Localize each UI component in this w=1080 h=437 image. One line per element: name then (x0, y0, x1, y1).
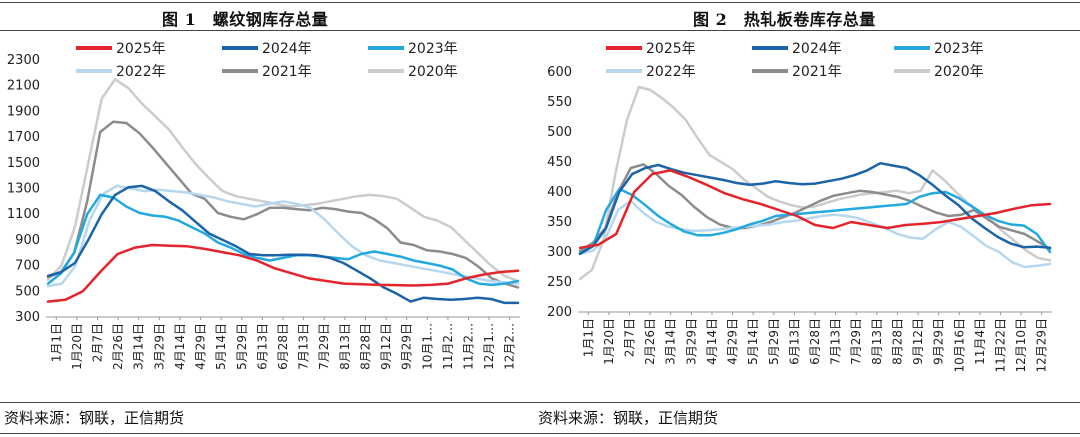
x-tick-label: 10月16日 (952, 318, 966, 373)
chart1-title: 图 1 螺纹钢库存总量 (162, 10, 329, 29)
title-rule (0, 30, 1080, 31)
x-tick-label: 9月29日 (932, 318, 946, 365)
x-tick-label: 12月1… (482, 323, 496, 370)
y-tick-label: 1100 (7, 207, 40, 222)
legend-label: 2020年 (408, 64, 458, 80)
chart1-source: 资料来源：钢联，正信期货 (4, 409, 185, 427)
y-tick-label: 1700 (7, 130, 40, 145)
x-tick-label: 3月14日 (664, 318, 678, 365)
x-tick-label: 12月2… (503, 323, 517, 370)
x-tick-label: 5月29日 (767, 318, 781, 365)
x-tick-label: 8月28日 (890, 318, 904, 365)
y-tick-label: 250 (547, 275, 572, 290)
legend-label: 2024年 (262, 41, 312, 57)
x-tick-label: 11月22日 (993, 318, 1007, 373)
bottom-rule (0, 433, 1080, 434)
x-tick-label: 8月28日 (358, 323, 372, 370)
x-tick-label: 7月29日 (849, 318, 863, 365)
x-tick-label: 3月29日 (684, 318, 698, 365)
y-tick-label: 600 (547, 65, 572, 80)
x-tick-label: 6月13日 (255, 323, 269, 370)
x-tick-label: 4月29日 (194, 323, 208, 370)
legend-label: 2025年 (646, 41, 696, 57)
x-tick-label: 2月7日 (91, 323, 105, 362)
series-line-2024年 (46, 184, 520, 305)
series-line-2023年 (578, 187, 1052, 255)
y-tick-label: 350 (547, 215, 572, 230)
x-tick-label: 3月29日 (152, 323, 166, 370)
legend-label: 2023年 (934, 41, 984, 57)
chart2-hot-rolled-coil-inventory: 200 250 300 350 400 450 500 550 600 1月1日 1月20日 2月7日… (547, 41, 1052, 373)
legend-label: 2022年 (116, 64, 166, 80)
x-tick-label: 2月7日 (623, 318, 637, 357)
x-tick-label: 5月29日 (235, 323, 249, 370)
x-tick-label: 2月26日 (111, 323, 125, 370)
x-tick-label: 11月2… (461, 323, 475, 370)
y-tick-label: 1300 (7, 182, 40, 197)
series-line-2025年 (578, 169, 1052, 250)
series-line-2023年 (46, 193, 520, 287)
series-line-2025年 (46, 243, 520, 303)
x-tick-label: 9月29日 (400, 323, 414, 370)
legend-label: 2024年 (792, 41, 842, 57)
legend-label: 2020年 (934, 64, 984, 80)
x-tick-label: 1月20日 (70, 323, 84, 370)
y-tick-label: 2300 (7, 53, 40, 68)
y-tick-label: 200 (547, 305, 572, 320)
x-tick-label: 11月2… (441, 323, 455, 370)
series-line-2021年 (578, 163, 1052, 253)
x-tick-label: 12月29日 (1035, 318, 1049, 373)
y-tick-label: 450 (547, 155, 572, 170)
series-line-2020年 (46, 78, 520, 283)
chart2-title: 图 2 热轧板卷库存总量 (693, 10, 876, 29)
x-tick-label: 8月13日 (870, 318, 884, 365)
x-tick-label: 3月14日 (132, 323, 146, 370)
y-tick-label: 550 (547, 95, 572, 110)
x-tick-label: 6月28日 (808, 318, 822, 365)
x-tick-label: 1月1日 (581, 318, 595, 357)
chart1-rebar-inventory: 300 500 700 900 1100 1300 1500 1700 1900 2100 2300… (7, 41, 520, 370)
series-line-2021年 (46, 120, 520, 289)
x-tick-label: 8月13日 (338, 323, 352, 370)
x-tick-label: 7月13日 (297, 323, 311, 370)
x-tick-label: 4月29日 (726, 318, 740, 365)
x-tick-label: 12月10日 (1014, 318, 1028, 373)
y-tick-label: 300 (15, 310, 40, 325)
x-tick-label: 9月12日 (379, 323, 393, 370)
x-tick-label: 6月28日 (276, 323, 290, 370)
y-tick-label: 500 (547, 125, 572, 140)
y-tick-label: 900 (15, 233, 40, 248)
x-tick-label: 7月13日 (829, 318, 843, 365)
legend-label: 2025年 (116, 41, 166, 57)
y-tick-label: 400 (547, 185, 572, 200)
x-tick-label: 2月26日 (643, 318, 657, 365)
x-tick-label: 1月20日 (602, 318, 616, 365)
series-line-2024年 (578, 161, 1052, 256)
x-tick-label: 9月12日 (911, 318, 925, 365)
x-tick-label: 6月13日 (787, 318, 801, 365)
y-tick-label: 2100 (7, 79, 40, 94)
y-tick-label: 1500 (7, 156, 40, 171)
series-line-2022年 (578, 199, 1052, 269)
chart2-source: 资料来源：钢联，正信期货 (538, 409, 719, 427)
y-tick-label: 500 (15, 284, 40, 299)
x-tick-label: 4月14日 (705, 318, 719, 365)
x-tick-label: 7月29日 (317, 323, 331, 370)
y-tick-label: 1900 (7, 104, 40, 119)
top-rule (0, 2, 1080, 3)
x-tick-label: 5月14日 (746, 318, 760, 365)
x-tick-label: 5月14日 (214, 323, 228, 370)
x-tick-label: 4月14日 (173, 323, 187, 370)
x-tick-label: 10月1… (420, 323, 434, 370)
legend-label: 2021年 (792, 64, 842, 80)
y-tick-label: 700 (15, 259, 40, 274)
y-tick-label: 300 (547, 245, 572, 260)
x-tick-label: 1月1日 (49, 323, 63, 362)
legend-label: 2023年 (408, 41, 458, 57)
source-rule-top (0, 402, 1080, 403)
legend-label: 2022年 (646, 64, 696, 80)
x-tick-label: 11月4日 (973, 318, 987, 365)
legend-label: 2021年 (262, 64, 312, 80)
